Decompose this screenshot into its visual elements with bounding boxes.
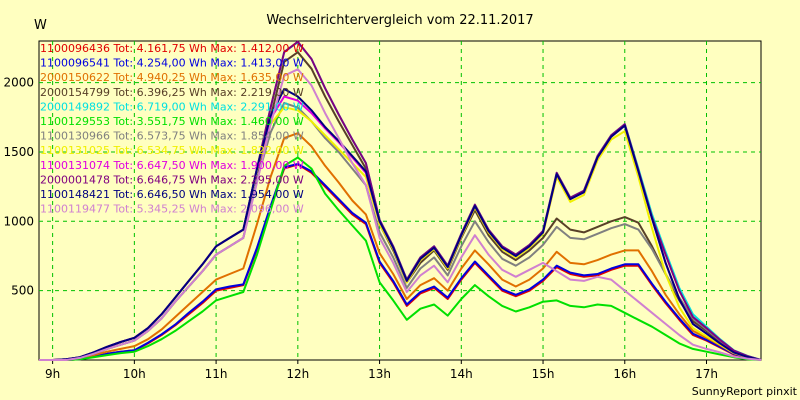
- chart-title: Wechselrichtervergleich vom 22.11.2017: [266, 13, 533, 28]
- series-line-6: [39, 156, 762, 361]
- y-axis-unit-label: W: [34, 18, 47, 33]
- y-tick-label: 1000: [3, 214, 34, 228]
- series-line-11: [39, 88, 762, 361]
- legend-entry-2: 1100096541 Tot: 4.254,00 Wh Max: 1.413,0…: [40, 57, 304, 70]
- y-axis-ticks: 500 1000 1500 2000: [3, 76, 34, 298]
- legend-entry-9: 1100131074 Tot: 6.647,50 Wh Max: 1.900,0…: [40, 159, 304, 172]
- x-axis-ticks: 9h 10h 11h 12h 13h 14h 15h 16h 17h: [45, 360, 718, 381]
- grid-lines: [39, 41, 761, 360]
- x-tick-label: 12h: [286, 367, 309, 381]
- x-tick-label: 10h: [123, 367, 146, 381]
- series-line-12: [39, 68, 762, 361]
- series-line-3: [39, 132, 762, 361]
- legend-entry-5: 2000149892 Tot: 6.719,00 Wh Max: 2.291,0…: [40, 100, 304, 113]
- x-tick-label: 11h: [205, 367, 228, 381]
- x-tick-label: 13h: [368, 367, 391, 381]
- legend-entry-7: 1100130966 Tot: 6.573,75 Wh Max: 1.854,0…: [40, 130, 304, 143]
- legend-entry-10: 2000001478 Tot: 6.646,75 Wh Max: 2.295,0…: [40, 173, 304, 186]
- footer-credit: SunnyReport pinxit: [692, 385, 798, 398]
- x-tick-label: 16h: [613, 367, 636, 381]
- x-tick-label: 9h: [45, 367, 60, 381]
- legend-entry-11: 1100148421 Tot: 6.646,50 Wh Max: 1.954,0…: [40, 188, 304, 201]
- legend: 1100096436 Tot: 4.161,75 Wh Max: 1.412,0…: [40, 42, 304, 216]
- y-tick-label: 2000: [3, 76, 34, 90]
- legend-entry-4: 2000154799 Tot: 6.396,25 Wh Max: 2.219,0…: [40, 86, 304, 99]
- x-tick-label: 14h: [450, 367, 473, 381]
- series-lines: [39, 40, 762, 361]
- series-line-2: [39, 163, 762, 361]
- x-tick-label: 15h: [532, 367, 555, 381]
- legend-entry-6: 1100129553 Tot: 3.551,75 Wh Max: 1.460,0…: [40, 115, 304, 128]
- legend-entry-8: 1100131025 Tot: 6.534,75 Wh Max: 1.822,0…: [40, 144, 304, 157]
- legend-entry-3: 2000150622 Tot: 4.940,25 Wh Max: 1.635,0…: [40, 71, 304, 84]
- plot-area-border: [38, 40, 762, 361]
- legend-entry-1: 1100096436 Tot: 4.161,75 Wh Max: 1.412,0…: [40, 42, 304, 55]
- y-tick-label: 500: [11, 284, 34, 298]
- x-tick-label: 17h: [695, 367, 718, 381]
- legend-entry-12: 1100119477 Tot: 5.345,25 Wh Max: 2.096,0…: [40, 203, 304, 216]
- y-tick-label: 1500: [3, 145, 34, 159]
